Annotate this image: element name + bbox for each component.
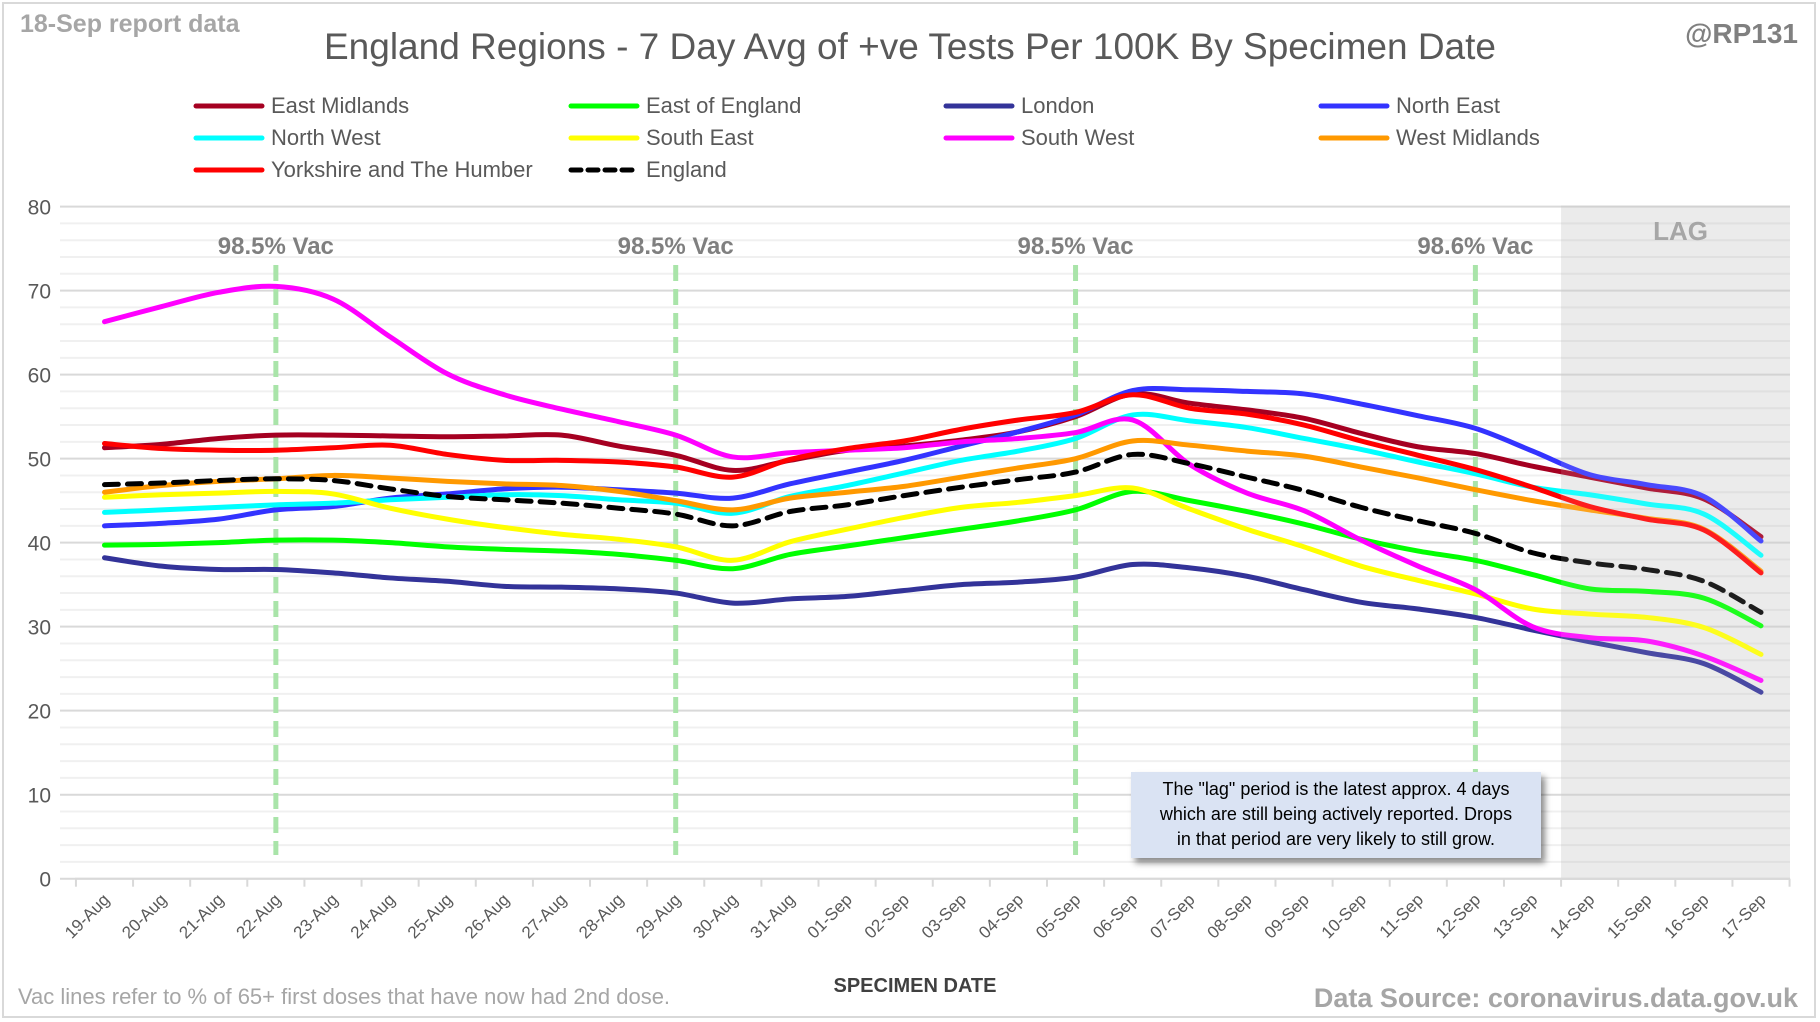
x-tick-label: 19-Aug	[61, 890, 113, 942]
note-line: in that period are very likely to still …	[1176, 829, 1496, 849]
series-line-london	[102, 555, 1764, 695]
y-tick-label: 70	[28, 281, 51, 304]
legend-label: East Midlands	[271, 93, 410, 118]
legend-swatch	[943, 135, 1015, 141]
y-tick-label: 80	[28, 197, 51, 220]
x-axis-title: SPECIMEN DATE	[833, 975, 997, 997]
legend-label: Yorkshire and The Humber	[271, 157, 533, 182]
lag-note-box: The "lag" period is the latest approx. 4…	[1131, 772, 1541, 858]
x-tick-label: 30-Aug	[689, 890, 741, 942]
x-tick-label: 11-Sep	[1376, 890, 1427, 941]
legend-item: South West	[943, 125, 1134, 151]
x-tick-label: 07-Sep	[1146, 890, 1198, 942]
x-tick-label: 02-Sep	[861, 890, 913, 942]
x-tick-label: 05-Sep	[1032, 890, 1084, 942]
legend-label: East of England	[646, 93, 802, 118]
y-tick-label: 60	[28, 365, 51, 388]
x-tick-label: 25-Aug	[404, 890, 456, 942]
legend-label: West Midlands	[1396, 125, 1540, 150]
footnote: Vac lines refer to % of 65+ first doses …	[18, 984, 671, 1009]
vac-label: 98.5% Vac	[618, 233, 734, 260]
legend-swatch	[193, 135, 265, 141]
legend-swatch	[943, 103, 1015, 109]
legend-label: London	[1021, 93, 1095, 118]
series-line-yorkshire-and-the-humber	[102, 392, 1764, 576]
note-line: The "lag" period is the latest approx. 4…	[1162, 779, 1510, 799]
report-date: 18-Sep report data	[20, 10, 240, 38]
lag-region-overlay: LAG	[1561, 206, 1790, 879]
legend-item: North East	[1318, 93, 1500, 119]
legend-item: Yorkshire and The Humber	[193, 157, 533, 183]
y-tick-label: 20	[28, 701, 51, 724]
legend-label: England	[646, 157, 727, 182]
legend-swatch	[568, 167, 640, 173]
chart-title: England Regions - 7 Day Avg of +ve Tests…	[323, 26, 1496, 67]
legend-swatch	[568, 135, 640, 141]
vac-label: 98.6% Vac	[1417, 233, 1533, 260]
x-tick-label: 01-Sep	[804, 890, 856, 942]
x-tick-label: 13-Sep	[1489, 890, 1541, 942]
author-handle: @RP131	[1685, 18, 1798, 49]
legend-item: North West	[193, 125, 381, 151]
x-tick-label: 10-Sep	[1318, 890, 1370, 942]
series-line-england	[102, 451, 1764, 615]
x-tick-label: 09-Sep	[1261, 890, 1313, 942]
vac-label: 98.5% Vac	[1017, 233, 1133, 260]
series-line-south-west	[102, 283, 1764, 683]
y-tick-label: 30	[28, 617, 51, 640]
x-tick-label: 14-Sep	[1546, 890, 1598, 942]
legend-label: South East	[646, 125, 754, 150]
legend-swatch	[193, 103, 265, 109]
note-line: which are still being actively reported.…	[1159, 804, 1513, 824]
legend-swatch	[1318, 103, 1390, 109]
legend-swatch	[1318, 135, 1390, 141]
lag-region-background	[1561, 205, 1790, 880]
x-tick-label: 21-Aug	[175, 890, 227, 942]
legend-label: North East	[1396, 93, 1500, 118]
lag-label: LAG	[1653, 216, 1708, 246]
x-tick-label: 31-Aug	[747, 890, 799, 942]
x-tick-label: 12-Sep	[1432, 890, 1484, 942]
x-tick-label: 29-Aug	[632, 890, 684, 942]
x-tick-label: 06-Sep	[1089, 890, 1141, 942]
legend-item: East of England	[568, 93, 801, 119]
vac-label: 98.5% Vac	[218, 233, 334, 260]
x-tick-label: 22-Aug	[232, 890, 284, 942]
legend-item: West Midlands	[1318, 125, 1540, 151]
x-tick-label: 23-Aug	[290, 890, 342, 942]
y-tick-label: 50	[28, 449, 51, 472]
series-line-west-midlands	[102, 437, 1764, 574]
x-tick-label: 26-Aug	[461, 890, 513, 942]
data-source: Data Source: coronavirus.data.gov.uk	[1313, 983, 1798, 1013]
series-line-north-west	[102, 411, 1764, 558]
y-tick-label: 10	[28, 785, 51, 808]
x-tick-label: 04-Sep	[975, 890, 1027, 942]
x-tick-label: 28-Aug	[575, 890, 627, 942]
series-lines	[102, 283, 1764, 695]
x-tick-label: 08-Sep	[1204, 890, 1256, 942]
x-tick-label: 27-Aug	[518, 890, 570, 942]
x-tick-label: 17-Sep	[1718, 890, 1770, 942]
legend-label: North West	[271, 125, 381, 150]
x-tick-label: 16-Sep	[1661, 890, 1713, 942]
legend-item: East Midlands	[193, 93, 409, 119]
y-tick-label: 40	[28, 533, 51, 556]
legend-item: England	[568, 157, 727, 183]
legend-item: South East	[568, 125, 754, 151]
x-tick-label: 24-Aug	[347, 890, 399, 942]
x-tick-label: 20-Aug	[118, 890, 170, 942]
x-tick-label: 15-Sep	[1603, 890, 1655, 942]
legend-item: London	[943, 93, 1094, 119]
vac-lines: 98.5% Vac 98.5% Vac 98.5% Vac 98.6% Vac	[218, 233, 1533, 855]
series-line-east-of-england	[102, 488, 1764, 629]
legend-label: South West	[1021, 125, 1135, 150]
legend-swatch	[568, 103, 640, 109]
lag-region-tint	[1561, 206, 1790, 879]
legend-swatch	[193, 167, 265, 173]
x-tick-label: 03-Sep	[918, 890, 970, 942]
y-tick-label: 0	[39, 869, 51, 892]
